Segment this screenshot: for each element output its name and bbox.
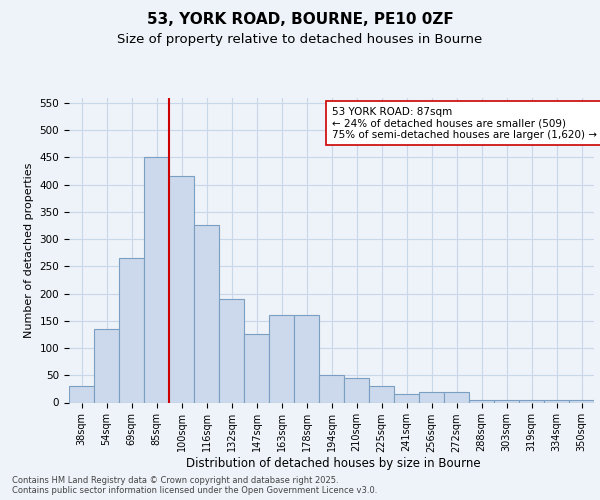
Bar [194,226,219,402]
Bar [144,158,169,402]
Bar [244,334,269,402]
Bar [419,392,444,402]
Bar [469,400,494,402]
Bar [369,386,394,402]
Text: Contains HM Land Registry data © Crown copyright and database right 2025.
Contai: Contains HM Land Registry data © Crown c… [12,476,377,495]
Bar [219,299,244,403]
Bar [269,316,294,402]
Bar [119,258,144,402]
Bar [69,386,94,402]
Bar [444,392,469,402]
Text: 53, YORK ROAD, BOURNE, PE10 0ZF: 53, YORK ROAD, BOURNE, PE10 0ZF [146,12,454,28]
Bar [94,329,119,402]
Text: Distribution of detached houses by size in Bourne: Distribution of detached houses by size … [185,458,481,470]
Bar [544,400,569,402]
Text: Size of property relative to detached houses in Bourne: Size of property relative to detached ho… [118,32,482,46]
Bar [344,378,369,402]
Bar [394,394,419,402]
Bar [169,176,194,402]
Y-axis label: Number of detached properties: Number of detached properties [24,162,34,338]
Bar [569,400,594,402]
Bar [294,316,319,402]
Bar [319,376,344,402]
Bar [494,400,519,402]
Text: 53 YORK ROAD: 87sqm
← 24% of detached houses are smaller (509)
75% of semi-detac: 53 YORK ROAD: 87sqm ← 24% of detached ho… [331,106,596,140]
Bar [519,400,544,402]
